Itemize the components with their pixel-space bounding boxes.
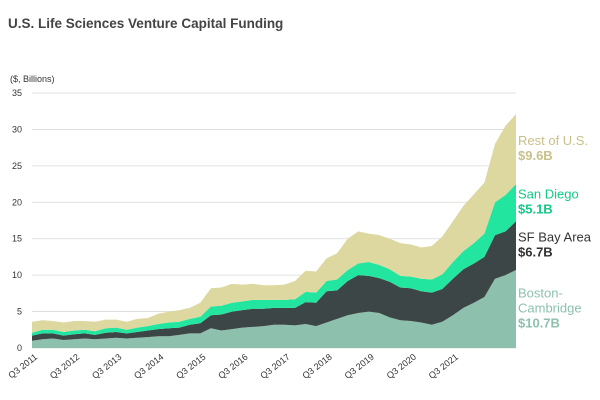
series-label-boston-cambridge: Boston-Cambridge$10.7B [518, 286, 582, 331]
series-value-sf-bay-area: $6.7B [518, 245, 553, 260]
series-name-boston-cambridge-line-1: Boston- [518, 286, 563, 301]
series-name-rest-of-u-s: Rest of U.S. [518, 133, 588, 148]
y-tick-label-10: 10 [12, 270, 22, 280]
series-label-sf-bay-area: SF Bay Area$6.7B [518, 230, 592, 260]
x-tick-label-q3-2014: Q3 2014 [132, 352, 165, 381]
x-axis-ticks: Q3 2011 Q3 2012 Q3 2013 Q3 2014 Q3 2015 Q3 20… [6, 352, 460, 381]
y-tick-label-15: 15 [12, 234, 22, 244]
x-tick-label-q3-2015: Q3 2015 [174, 352, 207, 381]
y-tick-label-35: 35 [12, 88, 22, 98]
x-tick-label-q3-2018: Q3 2018 [300, 352, 333, 381]
x-tick-label-q3-2020: Q3 2020 [385, 352, 418, 381]
series-label-san-diego: San Diego$5.1B [518, 187, 579, 217]
chart-title: U.S. Life Sciences Venture Capital Fundi… [8, 16, 284, 31]
series-name-boston-cambridge-line-2: Cambridge [518, 301, 582, 316]
series-labels: Boston-Cambridge$10.7B SF Bay Area$6.7B Sa… [518, 133, 592, 330]
x-tick-label-q3-2021: Q3 2021 [427, 352, 460, 381]
series-name-san-diego: San Diego [518, 187, 579, 202]
area-san-diego [32, 184, 516, 336]
x-tick-label-q3-2019: Q3 2019 [343, 352, 376, 381]
y-tick-label-5: 5 [17, 307, 22, 317]
series-value-boston-cambridge: $10.7B [518, 316, 560, 331]
y-tick-label-0: 0 [17, 343, 22, 353]
y-axis-label: ($, Billions) [10, 74, 55, 84]
area-sf-bay-area [32, 221, 516, 341]
series-value-rest-of-u-s: $9.6B [518, 148, 553, 163]
y-tick-label-25: 25 [12, 161, 22, 171]
y-axis-ticks: 0 5 10 15 20 25 30 35 [12, 88, 22, 353]
area-rest-of-u-s [32, 114, 516, 333]
y-tick-label-20: 20 [12, 197, 22, 207]
x-tick-label-q3-2011: Q3 2011 [6, 352, 39, 381]
series-name-sf-bay-area: SF Bay Area [518, 230, 592, 245]
y-tick-label-30: 30 [12, 124, 22, 134]
x-tick-label-q3-2017: Q3 2017 [258, 352, 291, 381]
x-tick-label-q3-2016: Q3 2016 [216, 352, 249, 381]
x-tick-label-q3-2013: Q3 2013 [90, 352, 123, 381]
series-label-rest-of-u-s: Rest of U.S.$9.6B [518, 133, 588, 163]
area-layer [32, 114, 516, 348]
x-tick-label-q3-2012: Q3 2012 [48, 352, 81, 381]
area-boston-cambridge [32, 270, 516, 348]
series-value-san-diego: $5.1B [518, 202, 553, 217]
